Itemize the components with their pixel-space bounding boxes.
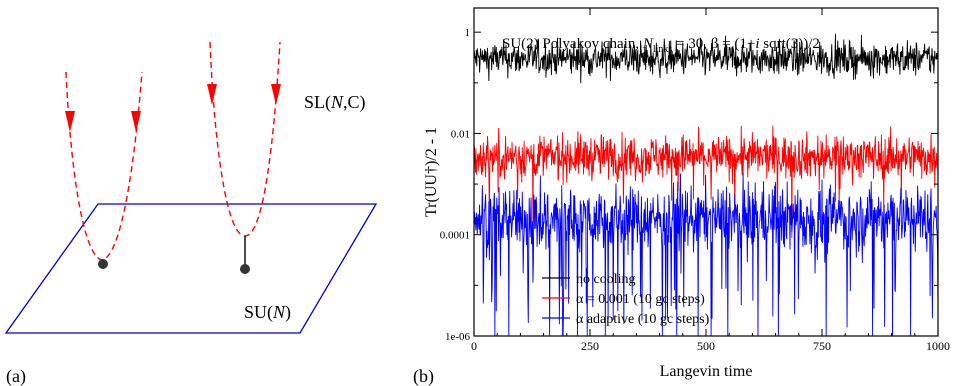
chart-title-part-5: i — [755, 36, 759, 52]
plot-area: 0 250 500 750 1000 1e-06 0.0001 0.01 1 — [440, 7, 950, 353]
chart-title-part-2: N — [642, 36, 654, 52]
legend-label-0: no cooling — [576, 272, 636, 287]
path-right — [209, 41, 281, 237]
chart-title-part-6: sqrt(3))/2 — [759, 36, 819, 52]
panel-b-label: (b) — [413, 366, 434, 386]
panel-a-label: (a) — [6, 366, 26, 386]
x-tick-label-1: 250 — [581, 339, 599, 353]
arrow-left-1 — [65, 111, 75, 132]
y-tick-label-1: 0.0001 — [440, 230, 470, 242]
chart-title-part-4: = 30, β = (1+ — [672, 36, 755, 52]
point-right — [240, 264, 250, 274]
arrow-right-2 — [271, 84, 281, 105]
su-n-plane — [4, 203, 378, 334]
arrow-left-2 — [131, 111, 141, 132]
chart-title-part-1: SU(2) Polyakov chain, — [502, 36, 643, 52]
chart-title: SU(2) Polyakov chain, Nlinks = 30, β = (… — [502, 36, 820, 55]
series-line-1 — [473, 125, 939, 238]
x-tick-label-2: 500 — [697, 339, 715, 353]
sl-n-c-label: SL(N,C) — [304, 92, 366, 113]
legend-label-2: α adaptive (10 gc steps) — [576, 312, 710, 327]
legend: no cooling α = 0.001 (10 gc steps) α ada… — [542, 272, 710, 327]
panel-a: SL(N,C) SU(N) (a) — [4, 41, 378, 386]
point-left — [98, 259, 108, 269]
y-axis-label: Tr(UU†)/2 - 1 — [423, 127, 440, 217]
series-line-2 — [473, 171, 939, 337]
su-n-label: SU(N) — [244, 302, 291, 323]
y-tick-label-2: 0.01 — [451, 128, 470, 140]
x-tick-label-4: 1000 — [926, 339, 950, 353]
arrow-right-1 — [207, 84, 217, 105]
legend-label-1: α = 0.001 (10 gc steps) — [576, 292, 705, 307]
x-axis-label: Langevin time — [660, 363, 753, 380]
y-tick-label-3: 1 — [465, 27, 471, 39]
x-tick-label-0: 0 — [471, 339, 477, 353]
chart-title-subscript: links — [653, 44, 673, 55]
panel-b: (b) 0 250 500 750 1000 1e-06 0.0001 0.01 1 SU(2)… — [413, 7, 950, 386]
x-tick-label-3: 750 — [813, 339, 831, 353]
series-layer — [473, 33, 939, 337]
series-line-0 — [473, 33, 939, 84]
y-tick-label-0: 1e-06 — [445, 331, 471, 343]
axis-layer: 0 250 500 750 1000 1e-06 0.0001 0.01 1 — [440, 8, 950, 353]
